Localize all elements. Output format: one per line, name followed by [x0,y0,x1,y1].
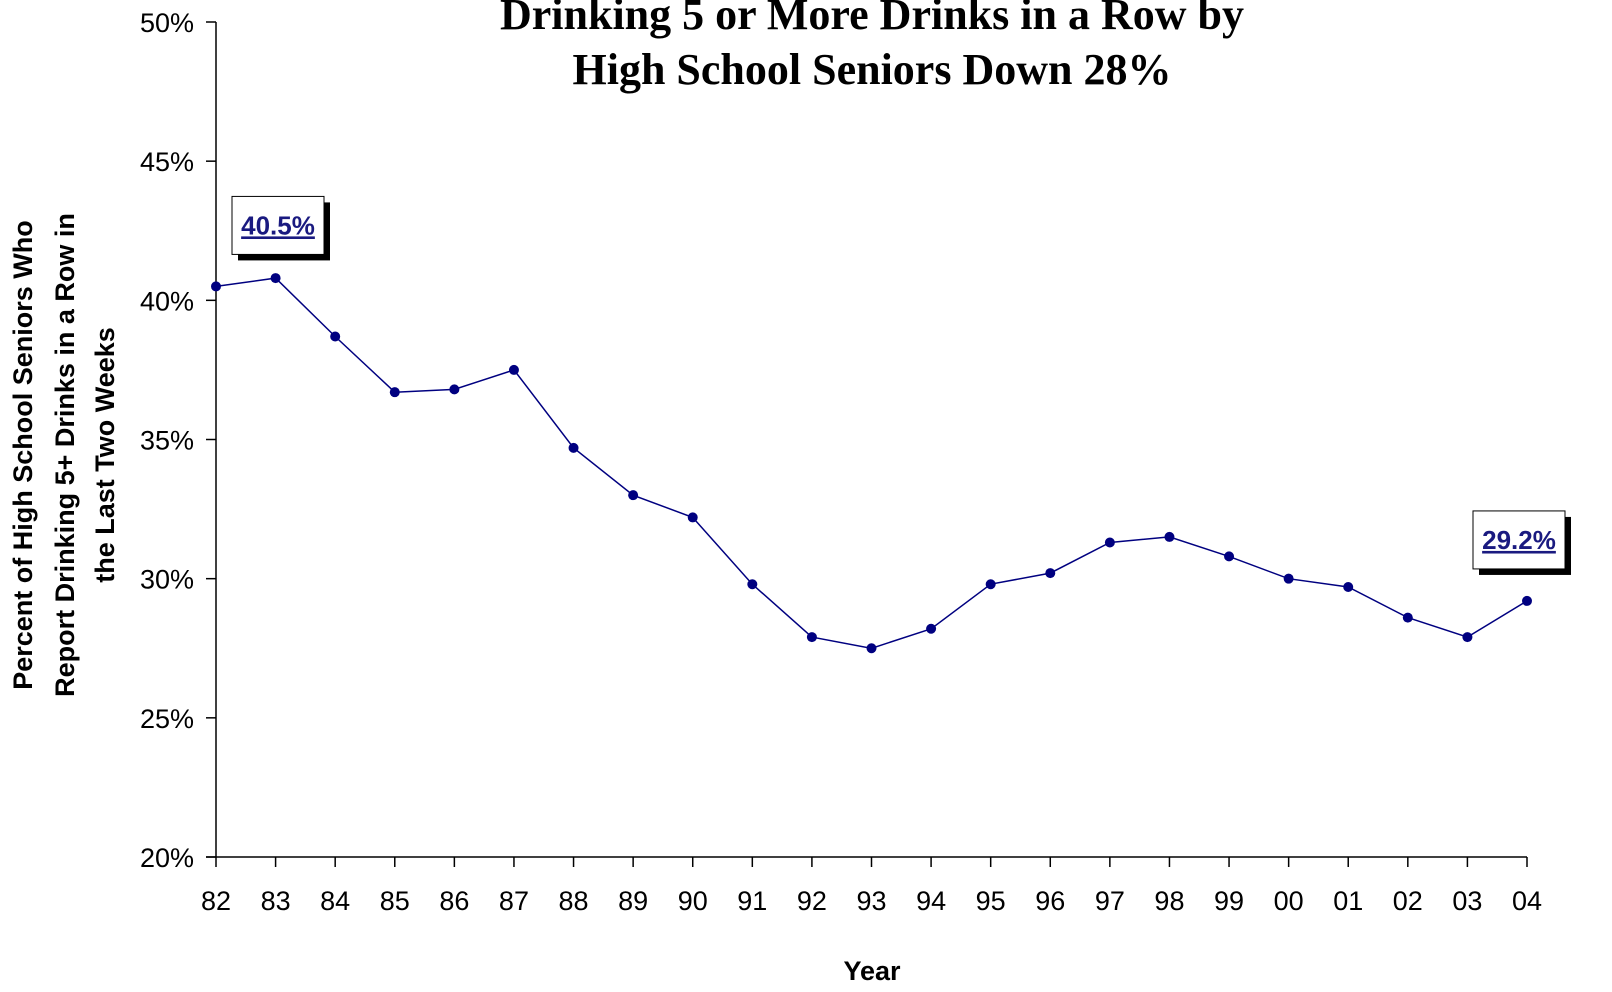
chart-title-line-2: High School Seniors Down 28% [573,45,1172,94]
x-tick-label: 97 [1095,886,1125,916]
x-tick-label: 94 [916,886,946,916]
x-tick-label: 04 [1512,886,1542,916]
chart-title-line-1: Drinking 5 or More Drinks in a Row by [500,0,1244,39]
data-point [389,387,400,398]
callout: 40.5% [231,195,330,261]
x-tick-label: 96 [1035,886,1065,916]
axes [206,22,1527,858]
series [211,273,1532,654]
data-point [926,623,937,634]
x-tick-label: 89 [618,886,648,916]
x-tick-label: 88 [559,886,589,916]
data-point [687,512,698,523]
data-point [628,490,639,501]
y-axis-title: Percent of High School Seniors Who Repor… [8,213,120,697]
x-tick-label: 83 [261,886,291,916]
x-tick-label: 86 [439,886,469,916]
x-tick-label: 95 [976,886,1006,916]
y-tick-label: 50% [140,8,194,38]
chart-title: Drinking 5 or More Drinks in a Row by Hi… [500,0,1244,94]
data-point [508,364,519,375]
data-point [270,273,281,284]
data-point [568,442,579,453]
x-tick-label: 90 [678,886,708,916]
y-tick-label: 45% [140,147,194,177]
y-tick-label: 35% [140,426,194,456]
x-axis-ticks: 82 83 84 85 86 87 88 89 90 91 92 93 94 95 96 97 98 99 00 01… [201,857,1542,916]
callout-box [231,195,325,255]
x-tick-label: 02 [1393,886,1423,916]
y-tick-label: 30% [140,565,194,595]
x-tick-label: 92 [797,886,827,916]
data-point [1462,632,1473,643]
data-point [1283,573,1294,584]
y-tick-label: 20% [140,843,194,873]
y-axis-title-line-2: Report Drinking 5+ Drinks in a Row in [50,213,80,697]
x-tick-label: 84 [320,886,350,916]
data-point [1164,531,1175,542]
data-point [1522,595,1532,606]
annotations: 40.5% 29.2% [231,195,1571,575]
callout-label: 40.5% [241,210,315,240]
y-axis-title-line-3: the Last Two Weeks [90,327,120,583]
x-tick-label: 85 [380,886,410,916]
data-point [1045,568,1056,579]
callout-box [1472,510,1566,570]
x-tick-label: 87 [499,886,529,916]
data-point [747,579,758,590]
y-axis-ticks: 20% 25% 30% 35% 40% 45% 50% [140,8,216,873]
series-line [215,277,1528,650]
data-point [211,281,221,292]
y-axis-title-line-1: Percent of High School Seniors Who [8,220,38,690]
data-point [1343,582,1354,593]
x-tick-label: 91 [737,886,767,916]
data-point [330,331,341,342]
x-tick-label: 01 [1333,886,1363,916]
y-tick-label: 40% [140,286,194,316]
x-tick-label: 82 [201,886,231,916]
x-tick-label: 03 [1452,886,1482,916]
callout-label: 29.2% [1482,525,1556,555]
data-point [1224,551,1235,562]
data-point [1402,612,1413,623]
x-tick-label: 00 [1274,886,1304,916]
x-tick-label: 98 [1154,886,1184,916]
data-point [866,643,877,654]
y-tick-label: 25% [140,704,194,734]
data-point [449,384,460,395]
x-tick-label: 99 [1214,886,1244,916]
x-axis-title: Year [843,956,901,986]
data-point [1104,537,1115,548]
callout: 29.2% [1472,510,1571,575]
data-point [985,579,996,590]
x-tick-label: 93 [856,886,886,916]
data-point [806,632,817,643]
